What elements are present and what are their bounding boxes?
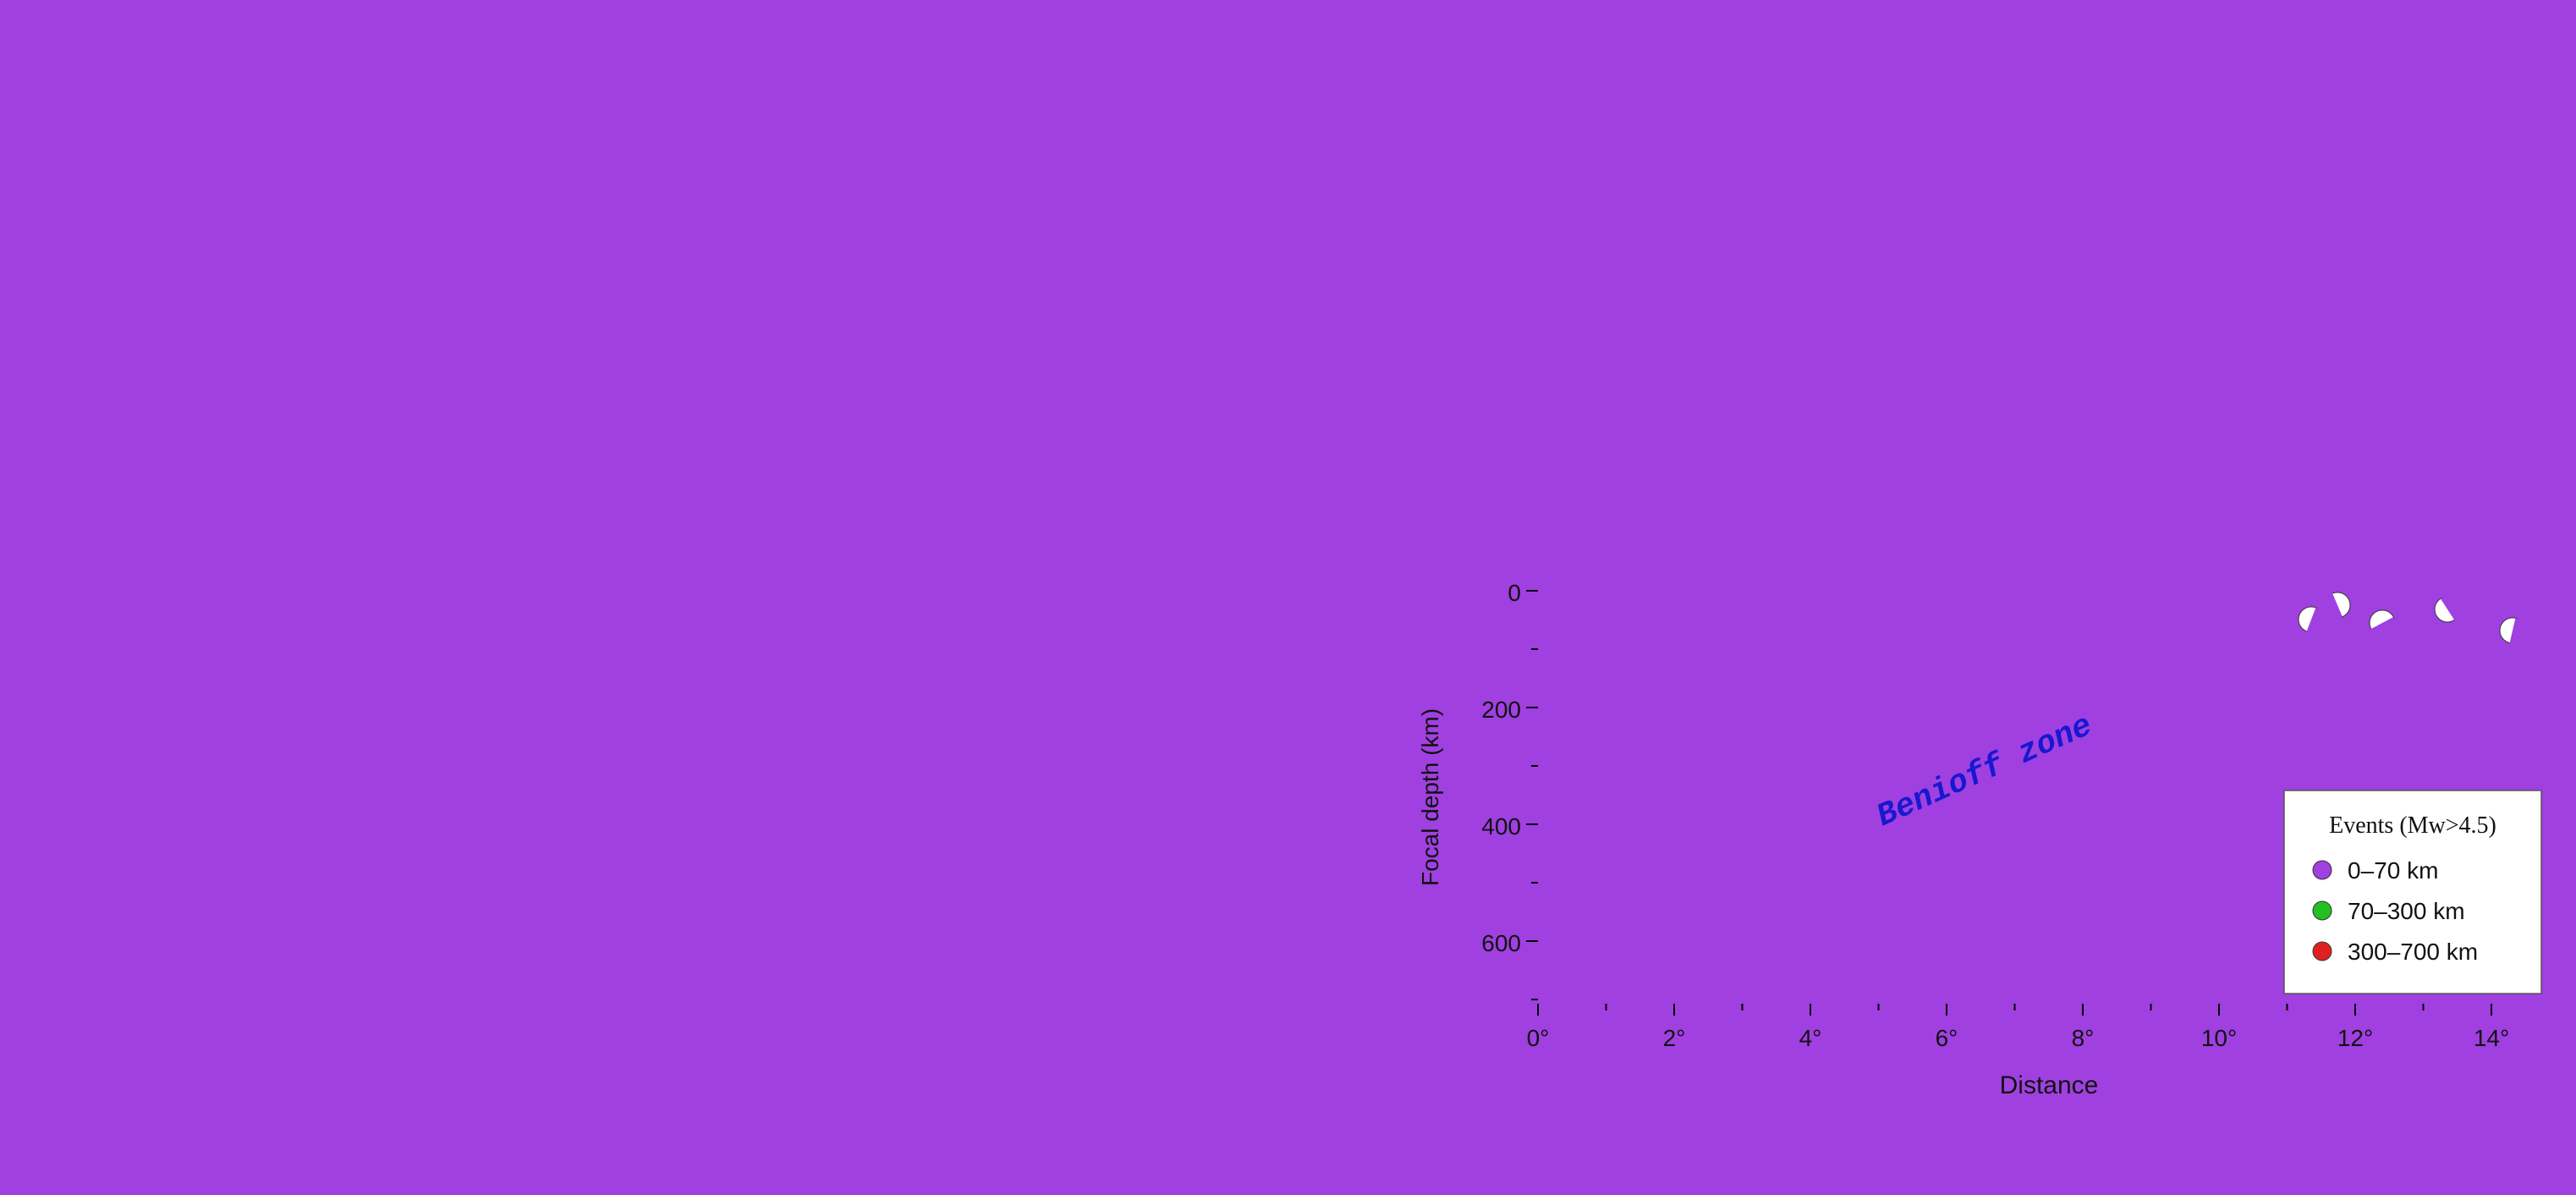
depth-axis-ticks bbox=[1526, 590, 2492, 1016]
profile-beachball bbox=[2434, 0, 2576, 1195]
distance-tick-8: 8° bbox=[2072, 1025, 2095, 1051]
depth-axis-label: Focal depth (km) bbox=[1417, 708, 1443, 886]
distance-tick-4: 4° bbox=[1799, 1025, 1822, 1051]
legend-dot-shallow bbox=[2312, 860, 2332, 880]
depth-legend: Events (Mw>4.5) 0–70 km 70–300 km 300–70… bbox=[2283, 790, 2542, 994]
depth-legend-intermediate: 70–300 km bbox=[2348, 898, 2465, 924]
depth-tick-0: 0 bbox=[1508, 580, 1521, 606]
depth-legend-title: Events (Mw>4.5) bbox=[2329, 812, 2496, 839]
profile-beachball bbox=[0, 606, 2576, 1195]
profile-beachball bbox=[0, 617, 2576, 1195]
depth-tick-600: 600 bbox=[1481, 930, 1521, 956]
distance-tick-10: 10° bbox=[2201, 1025, 2237, 1051]
distance-tick-6: 6° bbox=[1936, 1025, 1958, 1051]
distance-tick-0: 0° bbox=[1527, 1025, 1550, 1051]
distance-tick-2: 2° bbox=[1663, 1025, 1686, 1051]
legend-dot-intermediate bbox=[2312, 900, 2332, 921]
distance-tick-12: 12° bbox=[2337, 1025, 2373, 1051]
depth-legend-shallow: 0–70 km bbox=[2348, 857, 2438, 884]
distance-axis-label: Distance bbox=[2000, 1071, 2099, 1099]
depth-legend-deep: 300–700 km bbox=[2348, 939, 2478, 965]
depth-tick-400: 400 bbox=[1481, 813, 1521, 840]
legend-dot-deep bbox=[2312, 941, 2332, 961]
depth-tick-200: 200 bbox=[1481, 697, 1521, 723]
distance-tick-14: 14° bbox=[2474, 1025, 2509, 1051]
